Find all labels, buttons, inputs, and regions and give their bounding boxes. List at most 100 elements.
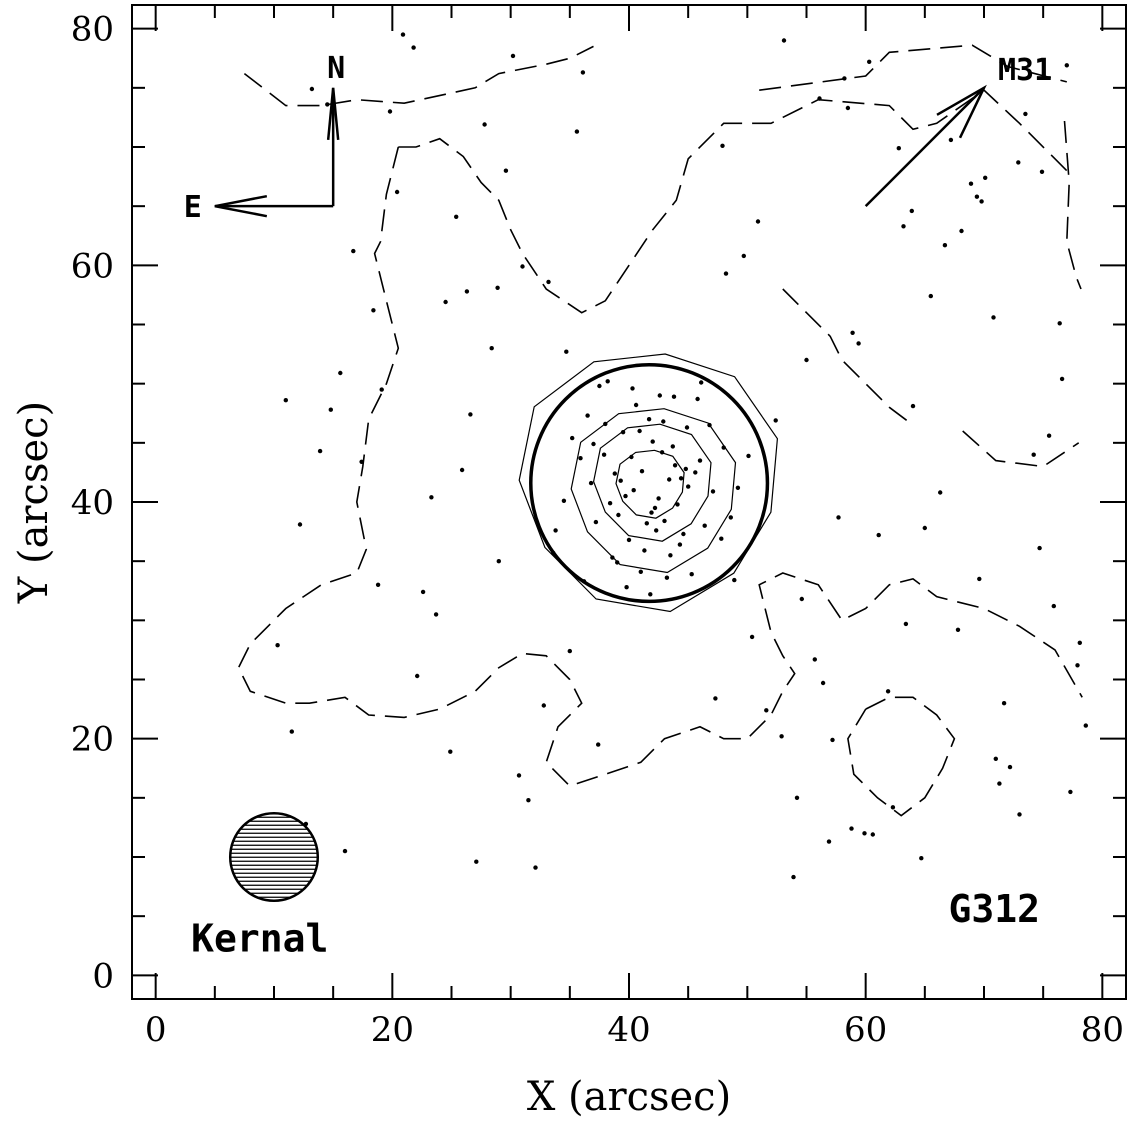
data-point <box>938 490 943 495</box>
data-point <box>659 450 665 455</box>
data-point <box>671 394 677 399</box>
data-point <box>1037 545 1042 551</box>
data-point <box>526 798 531 803</box>
data-point <box>721 445 726 450</box>
data-point <box>612 471 617 476</box>
solid-contour <box>592 423 712 542</box>
data-point <box>974 194 980 199</box>
data-point <box>870 832 875 837</box>
y-tick-label: 20 <box>71 720 114 760</box>
solid-contour <box>518 353 779 613</box>
data-point <box>394 189 400 195</box>
data-point <box>662 518 667 524</box>
data-point <box>749 634 755 640</box>
dashed-contour <box>782 288 914 426</box>
data-point <box>443 299 448 305</box>
data-point <box>746 453 751 459</box>
data-point <box>541 703 546 708</box>
data-point <box>616 512 621 518</box>
solid-contour <box>615 449 685 519</box>
kernel-circle <box>228 811 320 903</box>
data-point <box>817 96 822 101</box>
data-point <box>585 413 590 418</box>
data-point <box>681 531 686 537</box>
north-label: N <box>327 51 345 86</box>
data-point <box>652 505 658 511</box>
data-point <box>849 826 854 831</box>
data-point <box>411 45 416 50</box>
y-tick-label: 40 <box>71 483 114 523</box>
data-point <box>794 795 800 800</box>
data-point <box>1075 663 1080 668</box>
data-point <box>1051 603 1057 609</box>
data-point <box>741 253 746 259</box>
data-point <box>578 456 583 461</box>
dashed-contour <box>237 146 1083 787</box>
data-point <box>624 585 629 590</box>
data-point <box>464 289 470 294</box>
data-point <box>948 137 954 143</box>
data-point <box>1039 169 1045 174</box>
data-point <box>574 129 580 134</box>
east-arrowhead <box>214 194 268 218</box>
data-point <box>707 422 712 428</box>
data-point <box>618 478 623 483</box>
data-point <box>387 109 393 114</box>
data-point <box>702 523 707 528</box>
data-point <box>664 575 670 580</box>
data-point <box>654 528 659 533</box>
data-point <box>668 553 673 558</box>
data-point <box>686 484 691 489</box>
data-point <box>1007 764 1013 770</box>
data-point <box>646 417 652 422</box>
data-point <box>631 488 636 493</box>
data-point <box>672 463 678 468</box>
data-point <box>338 370 343 376</box>
data-point <box>371 308 376 313</box>
data-point <box>626 537 632 543</box>
data-point <box>1059 376 1065 382</box>
data-point <box>482 122 487 127</box>
data-point <box>620 430 626 435</box>
dashed-contour <box>759 44 1068 91</box>
data-point <box>639 469 645 474</box>
data-point <box>623 493 628 499</box>
dashed-contour <box>243 45 594 107</box>
data-point <box>983 175 988 180</box>
data-point <box>597 383 602 389</box>
data-point <box>723 271 729 276</box>
data-point <box>297 522 303 527</box>
data-point <box>670 444 675 449</box>
data-point <box>520 264 525 269</box>
data-point <box>903 621 909 627</box>
y-tick-label: 60 <box>71 246 114 286</box>
data-point <box>720 143 725 148</box>
data-point <box>820 680 826 686</box>
data-point <box>448 749 453 754</box>
data-point <box>359 459 364 464</box>
data-point <box>325 102 330 107</box>
data-point <box>830 737 835 743</box>
data-point <box>1023 111 1028 117</box>
data-point <box>699 380 704 385</box>
data-point <box>656 496 661 501</box>
east-label: E <box>184 190 202 225</box>
data-point <box>379 387 384 392</box>
dashed-contour <box>847 696 956 817</box>
data-point <box>474 859 479 864</box>
data-point <box>637 428 642 434</box>
data-point <box>667 477 672 482</box>
data-point <box>684 425 690 430</box>
data-point <box>689 572 694 577</box>
data-point <box>468 412 473 417</box>
kernel-label: Kernal <box>191 917 328 961</box>
data-point <box>1046 433 1052 438</box>
data-point <box>580 70 586 75</box>
data-point <box>657 393 662 398</box>
data-point <box>375 582 381 587</box>
data-point <box>429 495 434 500</box>
data-point <box>791 874 796 880</box>
data-point <box>845 105 851 111</box>
contour-layer <box>237 44 1083 817</box>
